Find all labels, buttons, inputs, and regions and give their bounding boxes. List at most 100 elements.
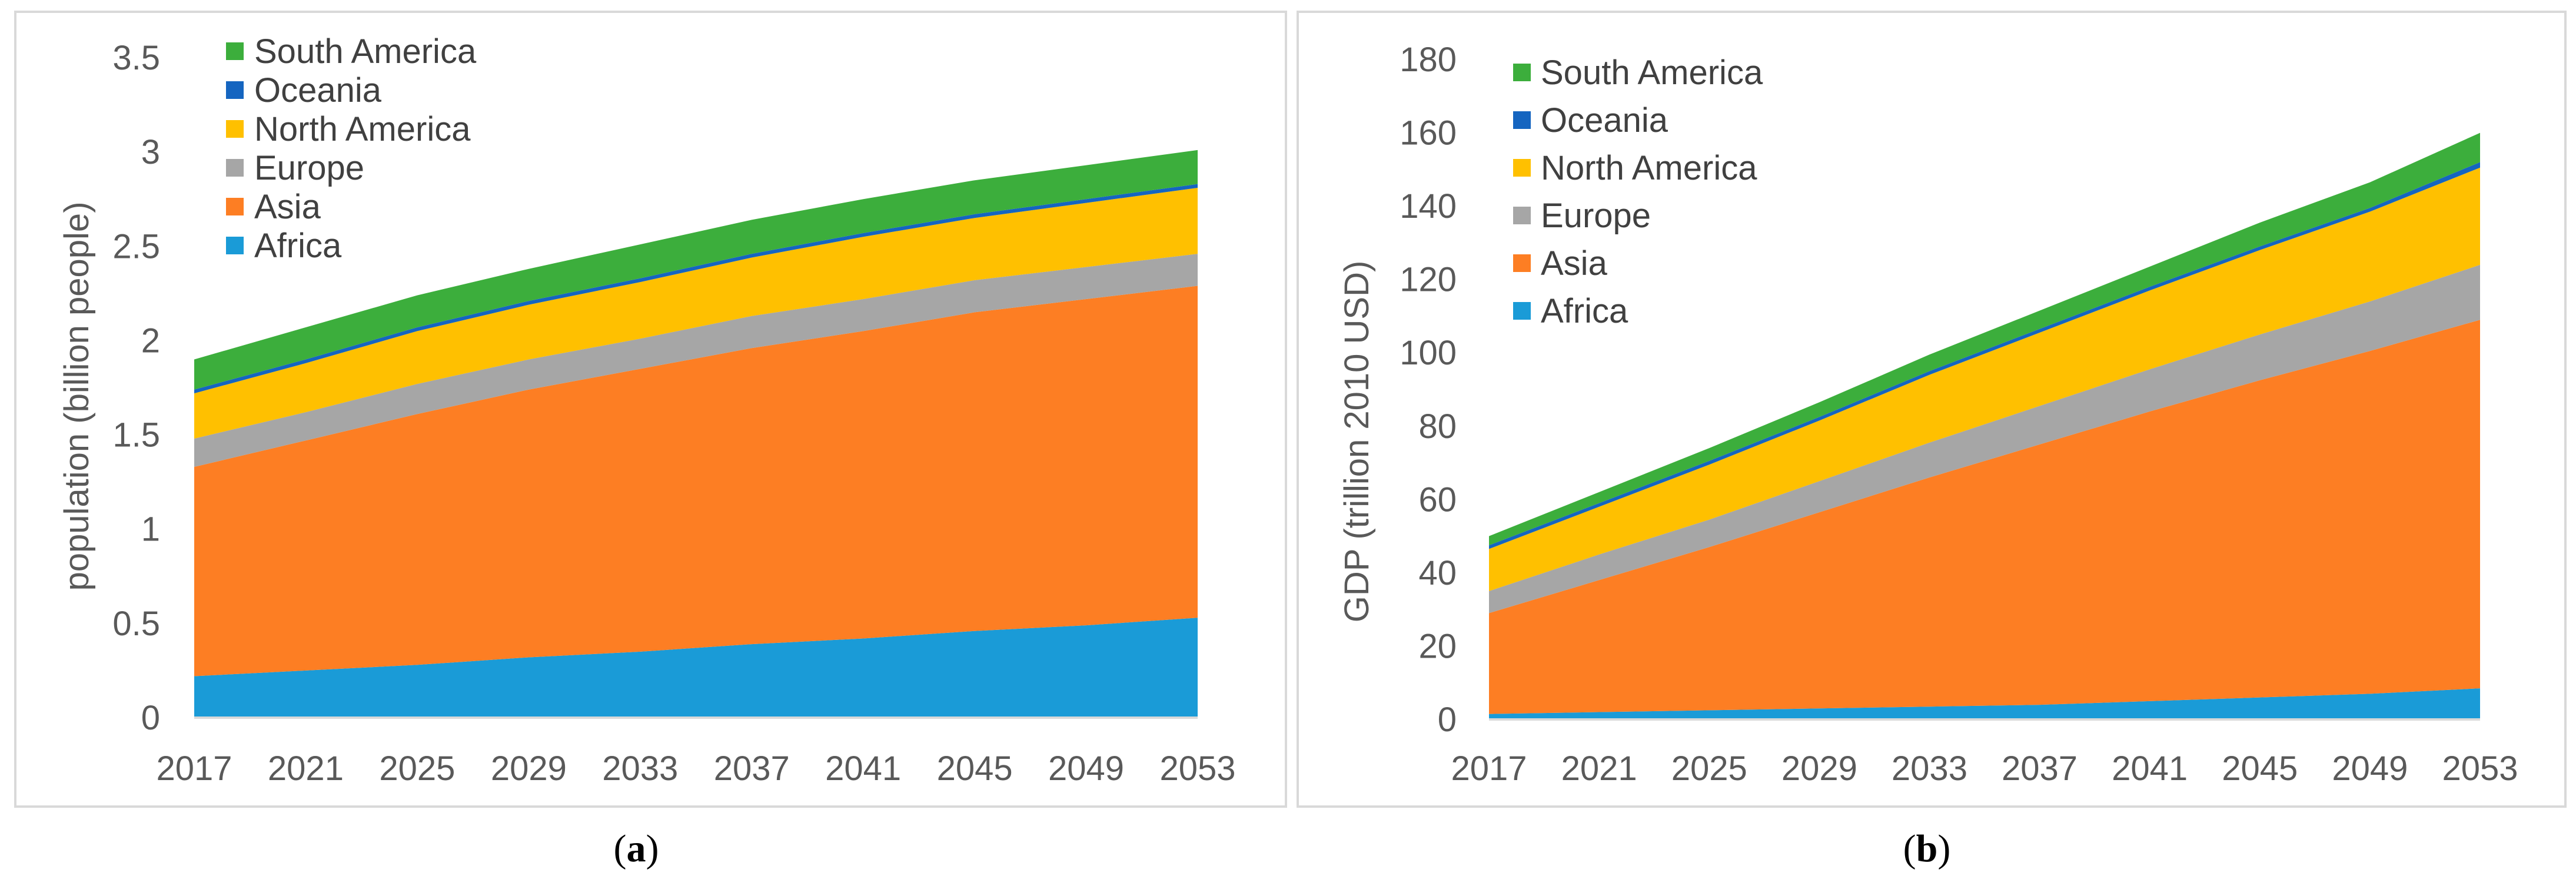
x-tick-label: 2049 xyxy=(1048,749,1124,788)
legend-item-asia: Asia xyxy=(226,188,321,226)
area-europe-a xyxy=(194,254,1198,467)
x-tick-label: 2037 xyxy=(2002,749,2078,788)
legend-item-north-america: North America xyxy=(1513,149,1757,187)
x-tick-label: 2021 xyxy=(268,749,344,788)
y-tick-label: 0 xyxy=(141,699,160,737)
y-tick-label: 100 xyxy=(1400,334,1457,372)
legend-item-north-america: North America xyxy=(226,110,471,148)
x-tick-labels-a: 2017 2021 2025 2029 2033 2037 2041 2045 2049 2053 xyxy=(156,749,1235,788)
y-tick-label: 120 xyxy=(1400,261,1457,299)
x-tick-label: 2033 xyxy=(602,749,678,788)
x-tick-label: 2053 xyxy=(1159,749,1235,788)
legend-label: Africa xyxy=(254,227,342,265)
y-tick-label: 60 xyxy=(1418,480,1457,519)
area-europe-b xyxy=(1489,264,2480,613)
y-axis-title-a: population (billion people) xyxy=(58,201,96,591)
area-north-america-b xyxy=(1489,167,2480,591)
legend-item-europe: Europe xyxy=(226,149,364,187)
chart-panel-b: 0 20 40 60 80 100 120 140 160 180 2017 2021 2025 202… xyxy=(1297,11,2567,808)
x-tick-label: 2053 xyxy=(2442,749,2518,788)
legend-label: North America xyxy=(254,110,471,148)
legend-swatch xyxy=(226,159,244,177)
y-tick-label: 0 xyxy=(1438,701,1457,739)
x-tick-label: 2017 xyxy=(1451,749,1527,788)
legend-swatch xyxy=(226,42,244,60)
legend-swatch xyxy=(1513,302,1531,320)
x-tick-label: 2049 xyxy=(2332,749,2408,788)
x-tick-label: 2033 xyxy=(1892,749,1967,788)
area-layer-a xyxy=(194,150,1198,718)
y-tick-label: 1 xyxy=(141,510,160,549)
y-tick-label: 80 xyxy=(1418,407,1457,446)
legend-swatch xyxy=(226,198,244,215)
legend-item-europe: Europe xyxy=(1513,197,1651,235)
legend-item-africa: Africa xyxy=(1513,292,1628,330)
x-tick-label: 2045 xyxy=(937,749,1013,788)
legend-label: Asia xyxy=(254,188,321,226)
legend-swatch xyxy=(226,120,244,138)
legend-item-oceania: Oceania xyxy=(226,71,382,110)
legend-swatch xyxy=(1513,159,1531,177)
y-tick-label: 180 xyxy=(1400,41,1457,79)
y-axis-title-b: GDP (trillion 2010 USD) xyxy=(1338,261,1376,623)
y-tick-label: 3 xyxy=(141,133,160,171)
x-tick-label: 2041 xyxy=(825,749,901,788)
area-south-america-a xyxy=(194,150,1198,390)
legend-swatch xyxy=(1513,64,1531,81)
legend-label: North America xyxy=(1541,149,1757,187)
legend-label: Oceania xyxy=(1541,101,1668,140)
legend-label: Europe xyxy=(1541,197,1651,235)
area-africa-b xyxy=(1489,688,2480,719)
x-tick-labels-b: 2017 2021 2025 2029 2033 2037 2041 2045 2049 2053 xyxy=(1451,749,2518,788)
x-tick-label: 2021 xyxy=(1561,749,1637,788)
x-tick-label: 2029 xyxy=(491,749,567,788)
legend-swatch xyxy=(1513,207,1531,224)
legend-item-oceania: Oceania xyxy=(1513,101,1668,140)
caption-b: (b) xyxy=(1903,827,1951,870)
caption-a: (a) xyxy=(614,827,659,870)
x-tick-label: 2029 xyxy=(1781,749,1857,788)
area-south-america-b xyxy=(1489,132,2480,546)
y-tick-label: 1.5 xyxy=(112,416,160,455)
legend-label: South America xyxy=(1541,54,1763,92)
y-tick-label: 40 xyxy=(1418,554,1457,592)
legend-item-south-america: South America xyxy=(226,32,477,71)
area-africa-a xyxy=(194,618,1198,718)
y-tick-label: 2.5 xyxy=(112,227,160,266)
legend-label: Europe xyxy=(254,149,364,187)
area-north-america-a xyxy=(194,188,1198,439)
x-tick-label: 2025 xyxy=(379,749,455,788)
x-tick-label: 2017 xyxy=(156,749,232,788)
x-tick-label: 2045 xyxy=(2222,749,2298,788)
legend-label: Africa xyxy=(1541,292,1628,330)
y-tick-label: 3.5 xyxy=(112,39,160,77)
y-tick-label: 140 xyxy=(1400,187,1457,225)
legend-item-south-america: South America xyxy=(1513,54,1763,92)
legend-swatch xyxy=(1513,254,1531,272)
area-layer-b xyxy=(1489,132,2480,719)
x-tick-label: 2037 xyxy=(714,749,790,788)
x-tick-label: 2025 xyxy=(1671,749,1747,788)
legend-swatch xyxy=(226,237,244,254)
legend-item-africa: Africa xyxy=(226,227,342,265)
y-tick-labels-b: 0 20 40 60 80 100 120 140 160 180 xyxy=(1400,41,1457,739)
y-tick-label: 2 xyxy=(141,321,160,360)
legend-swatch xyxy=(1513,111,1531,129)
legend-label: Asia xyxy=(1541,244,1608,283)
legend-label: Oceania xyxy=(254,71,382,110)
area-oceania-b xyxy=(1489,162,2480,549)
chart-panel-a: 0 0.5 1 1.5 2 2.5 3 3.5 2017 2021 2025 2029 2033 203… xyxy=(14,11,1287,808)
y-tick-labels-a: 0 0.5 1 1.5 2 2.5 3 3.5 xyxy=(112,39,160,737)
legend-item-asia: Asia xyxy=(1513,244,1608,283)
x-tick-label: 2041 xyxy=(2112,749,2188,788)
area-asia-b xyxy=(1489,320,2480,714)
legend-swatch xyxy=(226,81,244,99)
y-tick-label: 160 xyxy=(1400,114,1457,152)
legend-b: South America Oceania North America Europe A… xyxy=(1513,54,1763,330)
legend-label: South America xyxy=(254,32,477,71)
y-tick-label: 0.5 xyxy=(112,605,160,643)
y-tick-label: 20 xyxy=(1418,627,1457,665)
area-asia-a xyxy=(194,286,1198,676)
